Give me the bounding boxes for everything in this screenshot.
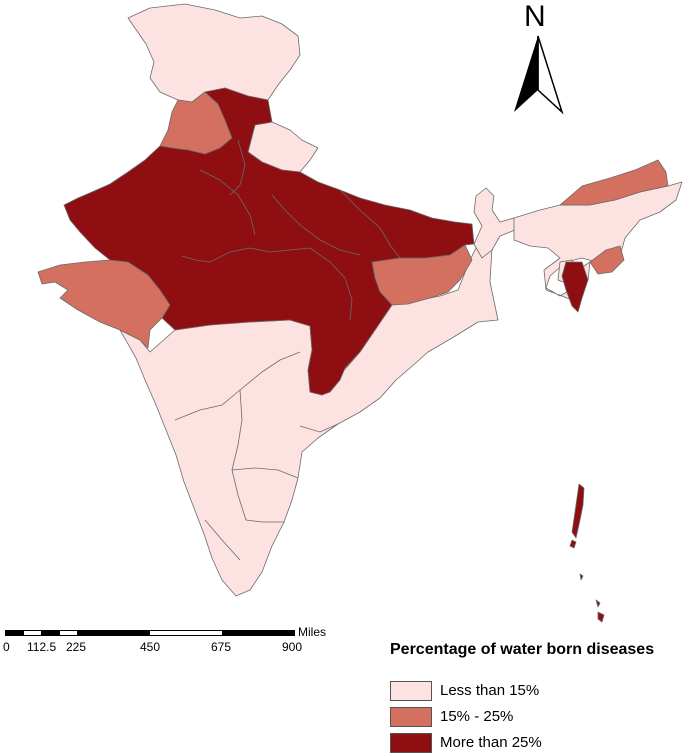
scale-unit-label: Miles xyxy=(298,625,327,639)
scale-tick-label: 675 xyxy=(211,640,232,654)
legend-label: 15% - 25% xyxy=(440,708,514,725)
legend-item: Less than 15% xyxy=(390,679,680,703)
legend-swatch xyxy=(390,707,432,727)
legend-item: More than 25% xyxy=(390,731,680,755)
legend-item: 15% - 25% xyxy=(390,705,680,729)
region-manipur xyxy=(589,245,625,275)
legend-label: Less than 15% xyxy=(440,682,540,699)
legend-swatch xyxy=(390,681,432,701)
andaman-nicobar-islands xyxy=(569,483,605,623)
legend-label: More than 25% xyxy=(440,734,542,751)
scale-tick-label: 225 xyxy=(66,640,87,654)
scale-bar xyxy=(5,630,295,636)
north-label: N xyxy=(524,0,546,33)
scale-tick-label: 0 xyxy=(3,640,10,654)
region-north-bengal xyxy=(473,187,521,259)
region-jammu-kashmir xyxy=(127,3,301,103)
legend-swatch xyxy=(390,733,432,753)
internal-borders xyxy=(181,139,401,321)
region-arunachal xyxy=(559,159,669,206)
region-mizoram xyxy=(561,261,589,313)
scale-tick-label: 900 xyxy=(282,640,303,654)
scale-tick-label: 450 xyxy=(140,640,161,654)
scale-tick-label: 112.5 xyxy=(27,640,57,654)
north-arrow-icon xyxy=(514,35,564,115)
legend-title: Percentage of water born diseases xyxy=(390,641,655,658)
region-north-central xyxy=(63,87,475,396)
peninsula-borders xyxy=(174,351,339,561)
